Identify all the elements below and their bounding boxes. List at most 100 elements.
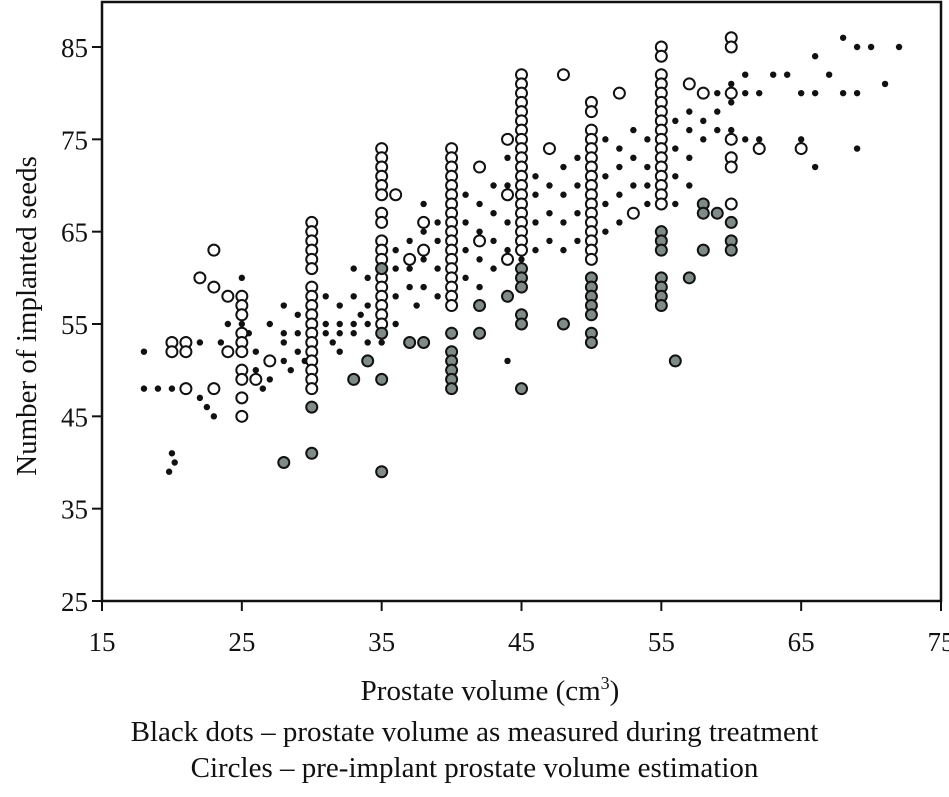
- data-point-dot: [406, 265, 413, 272]
- data-point-dot: [616, 219, 623, 226]
- y-tick-label: 85: [61, 33, 88, 63]
- data-point-dot: [574, 210, 581, 217]
- data-point-open-circle: [179, 345, 193, 359]
- data-point-dot: [504, 182, 511, 189]
- data-point-dot: [364, 339, 371, 346]
- data-point-filled-circle: [556, 317, 570, 331]
- data-point-dot: [154, 385, 162, 392]
- data-point-filled-circle: [654, 299, 668, 313]
- data-point-dot: [336, 320, 343, 328]
- y-tick-label: 45: [61, 402, 88, 432]
- data-point-open-circle: [724, 160, 738, 174]
- data-point-dot: [839, 34, 847, 41]
- data-point-open-circle: [403, 252, 417, 266]
- data-point-dot: [420, 283, 427, 291]
- data-point-dot: [616, 145, 623, 152]
- x-tick-label: 65: [788, 627, 815, 657]
- data-point-dot: [364, 302, 371, 309]
- data-point-dot: [490, 265, 497, 272]
- y-tick-label: 55: [61, 310, 88, 340]
- data-point-filled-circle: [696, 243, 710, 257]
- data-point-dot: [881, 80, 889, 88]
- data-point-dot: [420, 228, 427, 235]
- data-point-dot: [797, 136, 805, 143]
- x-axis-title: Prostate volume (cm3): [361, 673, 620, 707]
- x-tick-label: 35: [368, 627, 395, 657]
- data-point-filled-circle: [445, 326, 459, 340]
- data-point-filled-circle: [696, 206, 710, 220]
- data-point-dot: [504, 219, 511, 226]
- data-point-open-circle: [654, 197, 668, 211]
- data-point-dot: [322, 293, 329, 300]
- data-point-dot: [252, 348, 260, 355]
- data-point-dot: [294, 311, 301, 318]
- data-point-filled-circle: [375, 465, 389, 479]
- data-point-dot: [140, 348, 148, 355]
- data-point-open-circle: [417, 215, 431, 229]
- data-point-dot: [853, 145, 861, 152]
- data-point-dot: [434, 265, 441, 272]
- data-point-open-circle: [501, 252, 515, 266]
- data-point-dot: [462, 219, 469, 226]
- data-point-dot: [728, 80, 735, 88]
- data-point-dot: [644, 200, 651, 208]
- data-point-dot: [462, 274, 469, 282]
- data-point-filled-circle: [473, 299, 487, 313]
- data-point-dot: [434, 237, 441, 245]
- data-point-filled-circle: [375, 372, 389, 386]
- data-point-filled-circle: [515, 280, 528, 294]
- data-point-dot: [168, 385, 176, 392]
- data-point-dot: [672, 200, 679, 208]
- data-point-open-circle: [682, 77, 696, 91]
- data-point-filled-circle: [724, 215, 738, 229]
- data-point-dot: [171, 459, 178, 466]
- data-point-dot: [574, 182, 581, 189]
- data-point-dot: [329, 339, 336, 346]
- data-point-dot: [518, 256, 525, 263]
- data-point-dot: [560, 219, 567, 226]
- data-point-dot: [630, 154, 637, 161]
- y-tick-label: 75: [61, 125, 88, 155]
- data-point-open-circle: [165, 345, 179, 359]
- data-point-dot: [686, 108, 693, 115]
- data-point-dot: [413, 302, 420, 309]
- data-point-dot: [728, 126, 735, 134]
- data-point-dot: [686, 154, 693, 161]
- data-point-dot: [504, 154, 511, 161]
- data-point-open-circle: [193, 271, 207, 285]
- data-point-dot: [420, 256, 427, 263]
- data-point-dot: [714, 89, 721, 97]
- data-point-filled-circle: [375, 262, 389, 276]
- data-point-dot: [350, 293, 357, 300]
- data-point-dot: [853, 43, 861, 51]
- data-point-open-circle: [584, 105, 598, 119]
- data-point-dot: [406, 283, 413, 291]
- data-point-open-circle: [221, 345, 235, 359]
- data-point-open-circle: [501, 132, 515, 146]
- data-point-dot: [203, 403, 211, 411]
- data-point-dot: [672, 117, 679, 125]
- data-point-dot: [756, 136, 763, 143]
- data-point-dot: [140, 385, 148, 392]
- caption-black-dots: Black dots – prostate volume as measured…: [130, 716, 819, 748]
- data-point-dot: [770, 71, 777, 78]
- data-point-dot: [336, 348, 343, 355]
- data-point-dot: [490, 182, 497, 189]
- data-point-dot: [462, 191, 469, 198]
- data-point-filled-circle: [501, 289, 515, 303]
- data-point-open-circle: [445, 299, 459, 313]
- data-point-filled-circle: [668, 354, 682, 368]
- data-point-dot: [672, 173, 679, 180]
- data-point-open-circle: [305, 382, 319, 396]
- data-point-dot: [476, 200, 483, 208]
- data-point-open-circle: [654, 49, 668, 63]
- x-axis-ticks: 15 25 35 45 55 65 75: [89, 601, 949, 657]
- data-point-open-circle: [724, 40, 738, 54]
- data-point-dot: [224, 320, 232, 328]
- data-point-dot: [783, 71, 791, 78]
- data-point-dot: [644, 182, 651, 189]
- data-point-dot: [280, 330, 287, 337]
- data-point-filled-circle: [361, 354, 375, 368]
- data-point-dot: [392, 320, 399, 328]
- data-point-dot: [280, 357, 287, 365]
